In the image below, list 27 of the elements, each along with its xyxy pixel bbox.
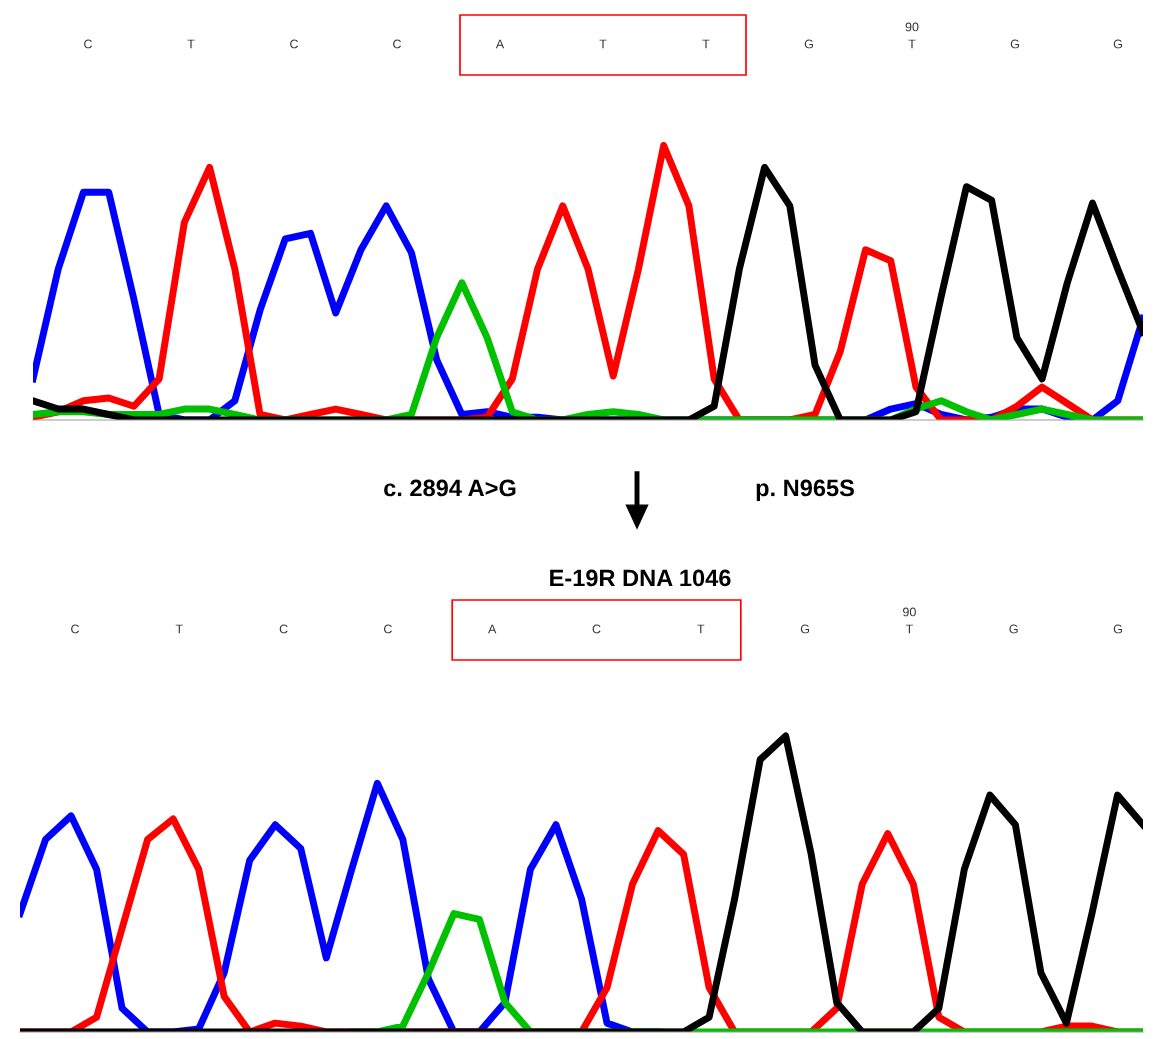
text: G xyxy=(1113,624,1122,634)
text: G xyxy=(1009,624,1018,634)
text: T xyxy=(908,39,916,49)
text: T xyxy=(175,624,183,634)
text: 90 xyxy=(903,607,916,617)
text: C xyxy=(393,39,402,49)
chart-title: E-19R DNA 1046 xyxy=(550,569,731,587)
text: C xyxy=(84,39,93,49)
text: C xyxy=(384,624,392,634)
text: G xyxy=(800,624,810,634)
text: T xyxy=(599,39,607,49)
text: c. 2894 A>G xyxy=(384,479,516,497)
text: 90 xyxy=(905,22,919,32)
text: p. N965S xyxy=(756,479,854,502)
text: C xyxy=(279,624,288,634)
text: C xyxy=(290,39,299,49)
text: G xyxy=(804,39,813,49)
text: T xyxy=(702,39,710,49)
text: C xyxy=(592,624,601,634)
text: T xyxy=(697,624,705,634)
text: G xyxy=(1010,39,1019,49)
text: C xyxy=(71,624,80,634)
text: T xyxy=(905,624,913,634)
text: A xyxy=(488,624,497,634)
text: G xyxy=(1113,39,1122,49)
text: A xyxy=(495,39,505,49)
text: T xyxy=(187,39,195,49)
